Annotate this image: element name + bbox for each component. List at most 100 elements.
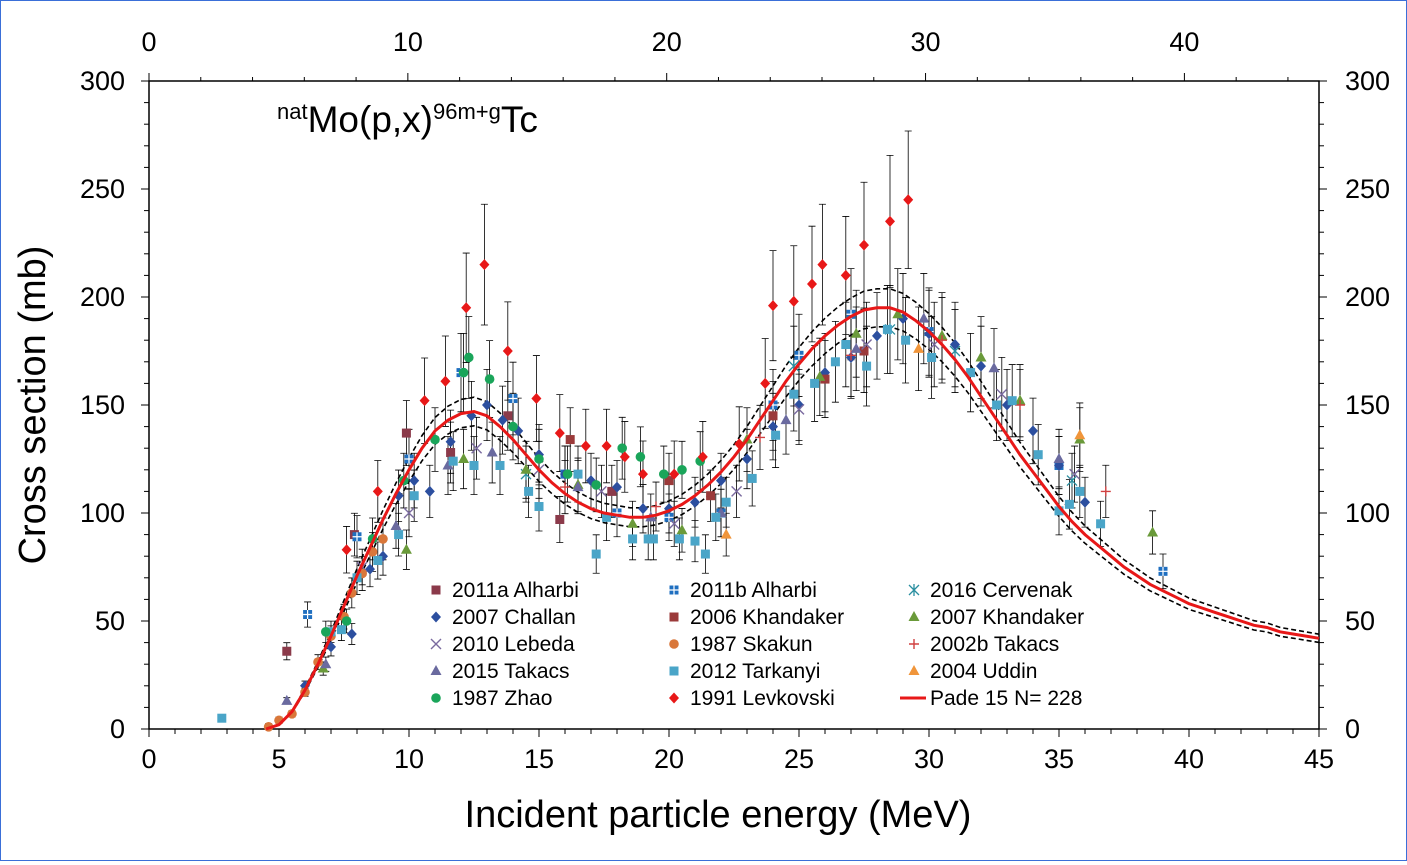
point-2007-khandaker <box>975 351 987 362</box>
point-1991-levkovski <box>440 375 451 387</box>
y-right-tick-label: 250 <box>1345 174 1390 204</box>
point-2007-challan <box>497 414 508 426</box>
point-2002b-takacs <box>1100 486 1111 497</box>
point-2012-tarkanyi <box>992 400 1002 410</box>
point-1991-levkovski <box>461 302 472 314</box>
point-2002b-takacs <box>846 350 856 361</box>
point-2012-tarkanyi <box>862 361 872 371</box>
chart-title: natMo(p,x)96m+gTc <box>277 99 538 140</box>
point-1987-zhao <box>508 421 518 432</box>
point-2007-challan <box>346 628 357 640</box>
point-2004-uddin <box>1074 429 1086 440</box>
point-2007-challan <box>365 563 375 575</box>
legend-marker <box>430 665 442 675</box>
legend-marker <box>669 585 679 595</box>
point-2007-challan <box>482 399 492 411</box>
x-top-tick-label: 0 <box>141 27 156 57</box>
point-2011b-alharbi <box>1158 566 1168 576</box>
point-2011b-alharbi <box>352 532 362 542</box>
point-2010-lebeda <box>403 507 415 519</box>
point-1991-levkovski <box>531 393 542 405</box>
legend-item: 1991 Levkovski <box>669 687 835 710</box>
point-1987-zhao <box>562 469 573 479</box>
point-2007-khandaker <box>892 308 904 319</box>
x-top-tick-label: 10 <box>393 27 423 57</box>
point-1987-skakun <box>378 534 388 544</box>
x-tick-label: 30 <box>914 744 944 774</box>
y-right-tick-label: 150 <box>1345 390 1390 420</box>
legend-label: 2015 Takacs <box>452 660 570 683</box>
y-right-tick-label: 200 <box>1345 282 1390 312</box>
point-2007-challan <box>716 475 726 487</box>
point-2011a-alharbi <box>446 448 456 458</box>
point-2012-tarkanyi <box>643 534 653 544</box>
point-2012-tarkanyi <box>628 534 638 544</box>
point-2011b-alharbi <box>404 454 414 464</box>
y-right-tick-label: 100 <box>1345 498 1390 528</box>
point-2012-tarkanyi <box>966 368 976 378</box>
point-2011b-alharbi <box>508 394 518 404</box>
y-tick-label: 200 <box>80 282 125 312</box>
point-2012-tarkanyi <box>1064 499 1074 509</box>
point-2015-takacs <box>281 694 293 705</box>
point-1991-levkovski <box>638 468 648 480</box>
legend-item: 2007 Challan <box>431 606 576 629</box>
point-2011a-alharbi <box>555 514 565 524</box>
legend-label: 2011a Alharbi <box>452 579 579 602</box>
legend-marker <box>908 665 920 675</box>
point-2012-tarkanyi <box>901 335 911 345</box>
legend-marker <box>908 611 920 621</box>
point-2012-tarkanyi <box>789 389 799 399</box>
legend-marker <box>430 638 442 650</box>
legend-label: 2016 Cervenak <box>930 579 1073 602</box>
point-1991-levkovski <box>601 440 612 452</box>
point-1987-zhao <box>534 454 544 464</box>
y-axis-right: 0 50 100 150 200 250 300 <box>1319 66 1390 744</box>
y-right-tick-label: 50 <box>1345 606 1375 636</box>
point-1991-levkovski <box>817 259 828 271</box>
legend-label: 1991 Levkovski <box>690 687 835 710</box>
point-2007-challan <box>612 481 622 493</box>
legend-item: 2016 Cervenak <box>908 579 1073 602</box>
point-1991-levkovski <box>807 278 817 290</box>
point-2015-takacs <box>486 446 498 457</box>
point-1991-levkovski <box>788 295 799 307</box>
point-2012-tarkanyi <box>711 512 721 522</box>
x-tick-label: 0 <box>141 744 156 774</box>
legend-label: 2007 Khandaker <box>930 606 1084 629</box>
point-2012-tarkanyi <box>602 512 612 522</box>
point-1991-levkovski <box>885 215 895 227</box>
y-axis-left: 0 50 100 150 200 250 300 <box>80 66 149 744</box>
x-tick-label: 20 <box>654 744 684 774</box>
point-1991-levkovski <box>502 345 513 357</box>
title-superscript-pre: nat <box>277 99 308 124</box>
point-1991-levkovski <box>903 194 914 206</box>
legend-marker <box>669 666 679 676</box>
point-2002b-takacs <box>755 432 765 443</box>
y-tick-label: 50 <box>95 606 125 636</box>
point-2012-tarkanyi <box>534 502 544 512</box>
point-2015-takacs <box>780 414 792 425</box>
fit-curve <box>265 306 1320 731</box>
legend-label: 1987 Zhao <box>452 687 552 710</box>
legend-label: 2006 Khandaker <box>690 606 844 629</box>
point-1987-zhao <box>458 367 469 378</box>
point-2007-khandaker <box>936 329 948 340</box>
title-superscript: 96m+g <box>433 99 501 124</box>
point-2002b-takacs <box>560 482 570 493</box>
point-1991-levkovski <box>760 377 771 389</box>
point-2007-khandaker <box>814 370 826 381</box>
point-2010-lebeda <box>731 485 743 497</box>
point-2012-tarkanyi <box>469 460 479 470</box>
y-tick-label: 300 <box>80 66 125 96</box>
data-points <box>217 194 1168 732</box>
legend-item: 1987 Skakun <box>669 633 813 656</box>
legend-item: Pade 15 N= 228 <box>900 687 1082 710</box>
point-1991-levkovski <box>479 259 490 271</box>
legend-item: 2012 Tarkanyi <box>669 660 820 683</box>
point-2015-takacs <box>918 312 930 323</box>
point-2010-lebeda <box>996 388 1008 400</box>
y-tick-label: 150 <box>80 390 125 420</box>
point-2007-challan <box>424 485 435 497</box>
point-2011a-alharbi <box>607 486 617 496</box>
